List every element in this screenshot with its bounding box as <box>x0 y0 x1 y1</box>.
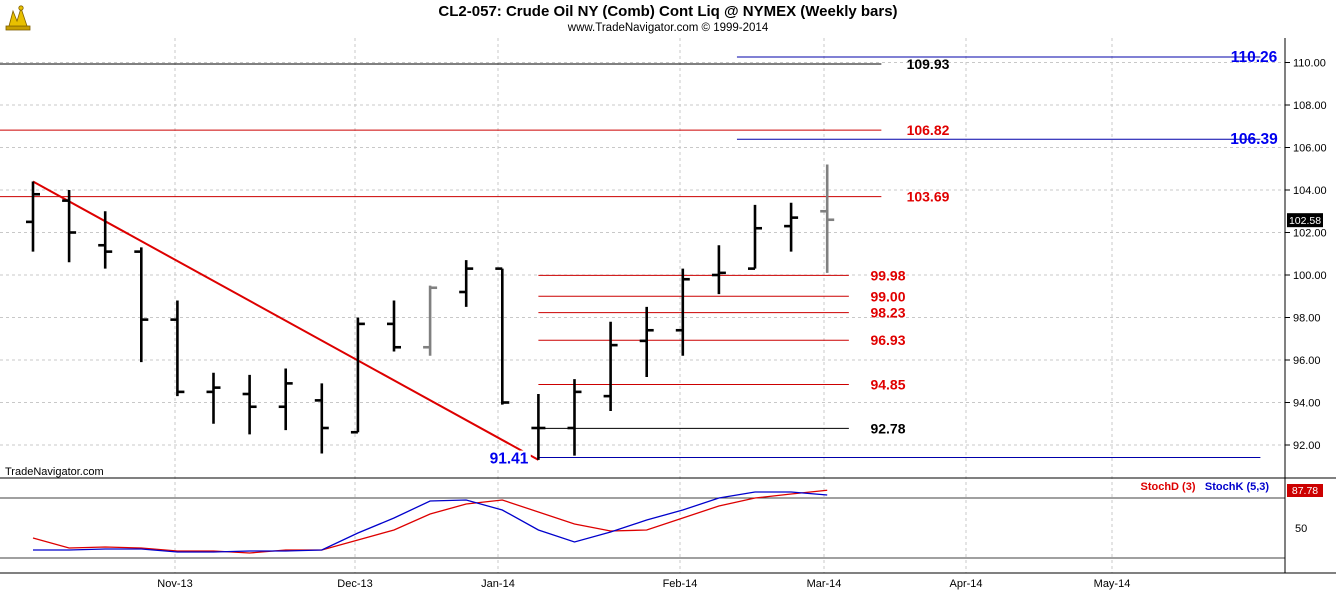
level-label-92-78: 92.78 <box>870 420 905 436</box>
price-bar <box>639 306 654 377</box>
price-bar <box>748 204 762 270</box>
level-label-106-82: 106.82 <box>907 122 950 138</box>
price-bar <box>278 368 293 431</box>
price-bar <box>242 374 257 435</box>
y-tick-label: 100.00 <box>1293 270 1327 282</box>
price-bar <box>350 317 365 434</box>
stochK-line <box>33 491 828 553</box>
price-bar <box>62 190 77 263</box>
price-bar <box>603 321 618 411</box>
axes: 92.00 94.00 96.00 98.00 100.00 102.00 104.00 10… <box>0 38 1336 590</box>
stoch-last-value-label: 87.78 <box>1292 485 1318 497</box>
price-bar <box>495 267 510 405</box>
price-bar <box>206 372 221 424</box>
y-tick-label: 98.00 <box>1293 313 1321 325</box>
trendline <box>32 180 539 461</box>
level-label-106-39: 106.39 <box>1230 131 1278 148</box>
tradenavigator-logo-icon <box>5 5 31 31</box>
stochastic-panel: 50 StochD (3) StochK (5,3) 87.78 <box>0 481 1323 559</box>
price-bar <box>784 202 799 252</box>
price-bar <box>134 247 149 363</box>
price-bar <box>423 285 438 356</box>
y-tick-label: 94.00 <box>1293 398 1321 410</box>
price-bar <box>531 394 546 460</box>
price-bar <box>314 383 329 454</box>
chart-title: CL2-057: Crude Oil NY (Comb) Cont Liq @ … <box>438 3 898 20</box>
last-price-label: 102.58 <box>1289 215 1321 227</box>
x-tick-label: Mar-14 <box>807 578 842 590</box>
level-label-99-00: 99.00 <box>870 288 905 304</box>
price-bar <box>26 181 40 252</box>
price-bar <box>387 300 401 352</box>
level-labels: 109.93 106.82 103.69 110.26 106.39 99.98 99.00… <box>5 49 1278 478</box>
watermark-text: TradeNavigator.com <box>5 466 104 478</box>
level-label-103-69: 103.69 <box>907 189 950 205</box>
price-bar <box>820 164 835 273</box>
level-label-bg <box>487 450 531 468</box>
level-label-98-23: 98.23 <box>870 305 905 321</box>
y-tick-label: 102.00 <box>1293 228 1327 240</box>
stoch-y-tick-label: 50 <box>1295 523 1307 535</box>
level-lines <box>0 56 1261 459</box>
y-tick-label: 104.00 <box>1293 185 1327 197</box>
y-tick-label: 96.00 <box>1293 355 1321 367</box>
level-label-94-85: 94.85 <box>870 376 905 392</box>
level-label-110-26: 110.26 <box>1231 49 1278 66</box>
level-label-99-98: 99.98 <box>870 267 905 283</box>
price-bar <box>567 379 582 456</box>
price-bars <box>26 164 835 460</box>
x-tick-label: May-14 <box>1094 578 1131 590</box>
price-bar <box>459 260 474 307</box>
level-label-96-93: 96.93 <box>870 332 905 348</box>
x-tick-label: Dec-13 <box>337 578 372 590</box>
y-tick-label: 108.00 <box>1293 100 1327 112</box>
stochK-legend: StochK (5,3) <box>1205 481 1270 493</box>
x-tick-label: Feb-14 <box>663 578 698 590</box>
x-tick-label: Jan-14 <box>481 578 515 590</box>
price-bar <box>711 245 726 295</box>
stoch-last-value-box <box>1287 484 1323 497</box>
last-price-box <box>1287 213 1323 228</box>
grid-lines <box>0 38 1285 573</box>
y-tick-label: 110.00 <box>1293 58 1326 70</box>
trendline-group <box>32 180 539 461</box>
chart-subtitle: www.TradeNavigator.com © 1999-2014 <box>567 22 769 34</box>
level-label-91-41: 91.41 <box>490 451 529 468</box>
price-bar <box>675 268 690 356</box>
x-tick-label: Nov-13 <box>157 578 192 590</box>
level-label-109-93: 109.93 <box>907 56 950 72</box>
price-bar <box>98 211 113 269</box>
chart-header: CL2-057: Crude Oil NY (Comb) Cont Liq @ … <box>0 0 1336 38</box>
y-tick-label: 92.00 <box>1293 440 1321 452</box>
x-tick-label: Apr-14 <box>949 578 982 590</box>
stochD-line <box>32 489 828 554</box>
stochD-legend: StochD (3) <box>1141 481 1196 493</box>
y-tick-label: 106.00 <box>1293 143 1327 155</box>
price-bar <box>170 300 185 397</box>
